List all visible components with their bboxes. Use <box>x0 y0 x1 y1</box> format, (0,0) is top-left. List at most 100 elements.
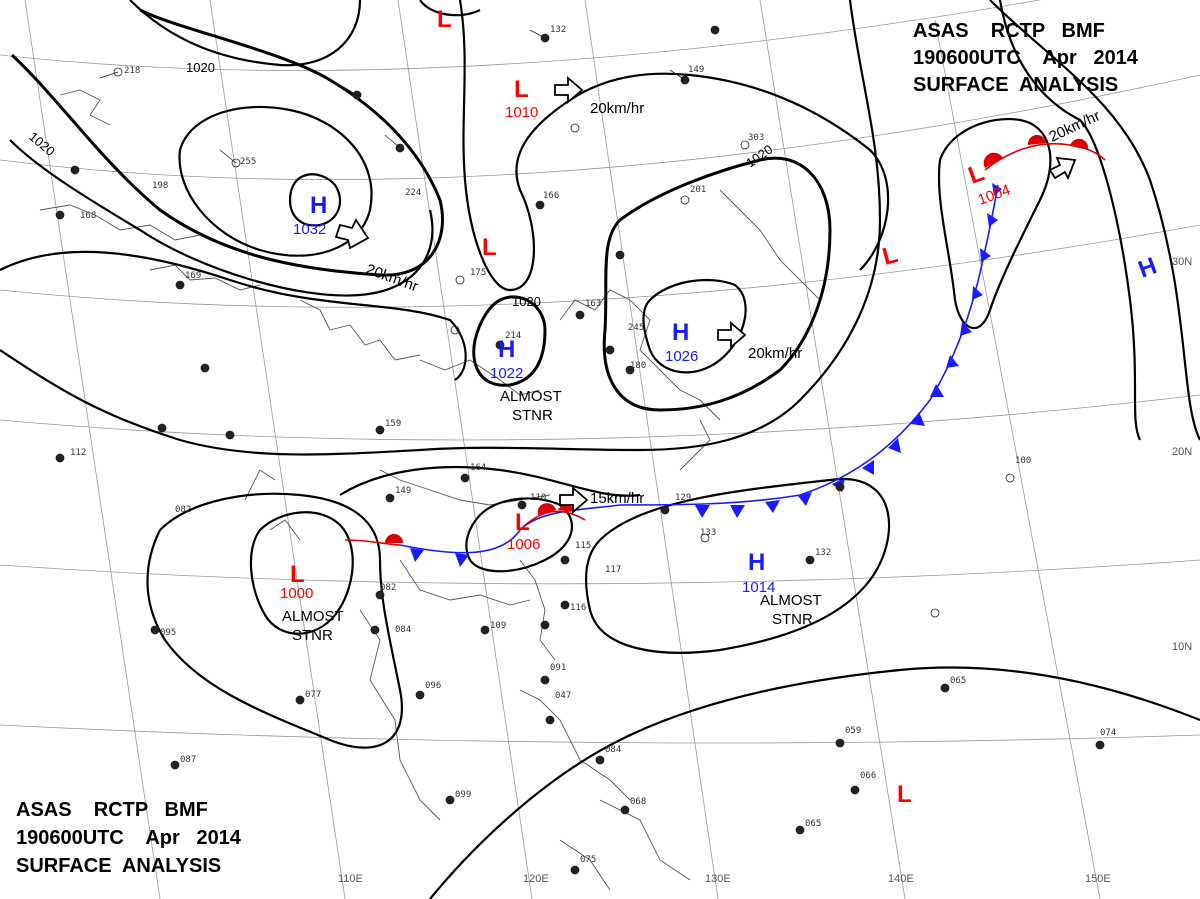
latitude-grid <box>0 0 1200 744</box>
svg-text:129: 129 <box>675 493 691 503</box>
stnr-label-1000-line2: STNR <box>292 627 333 644</box>
svg-text:068: 068 <box>630 797 646 807</box>
isobar-ring-1032-outer <box>178 105 373 257</box>
speed-label-1026: 20km/hr <box>748 345 802 362</box>
speed-label-1010: 20km/hr <box>590 100 644 117</box>
svg-text:096: 096 <box>425 681 441 691</box>
svg-text:084: 084 <box>605 745 621 755</box>
svg-text:180: 180 <box>630 361 646 371</box>
lon-label-130e: 130E <box>705 873 731 885</box>
speed-label-1004: 20km/hr <box>1047 107 1103 145</box>
lon-label-110e: 110E <box>338 873 363 885</box>
isobar-1026-inner <box>642 278 747 374</box>
isobar-far-right <box>989 0 1200 441</box>
pressure-centers: H 1032 H 1022 H 1026 H 1014 H L 1010 L 1… <box>280 6 1160 808</box>
isobar-center-band <box>339 465 641 497</box>
low-center-mid: L <box>482 234 497 261</box>
svg-text:065: 065 <box>805 819 821 829</box>
coastlines <box>39 89 821 891</box>
svg-text:091: 091 <box>550 663 566 673</box>
high-pressure-1026: 1026 <box>665 348 698 365</box>
svg-text:175: 175 <box>470 268 486 278</box>
svg-text:149: 149 <box>395 486 411 496</box>
svg-text:218: 218 <box>124 66 140 76</box>
high-pressure-1014: 1014 <box>742 579 775 596</box>
high-center-1022: H <box>498 336 515 363</box>
isobar-top-right <box>419 0 481 17</box>
warm-front <box>344 134 1106 546</box>
isobar-1000-ring-inner <box>249 511 354 635</box>
svg-text:075: 075 <box>580 855 596 865</box>
isobar-right-loop <box>998 0 1141 441</box>
speed-label-1006: 15km/hr <box>590 490 644 507</box>
svg-text:168: 168 <box>80 211 96 221</box>
low-center-1000: L <box>290 561 305 588</box>
stationary-labels: ALMOST STNR ALMOST STNR ALMOST STNR <box>282 388 822 644</box>
header-top-line2: 190600UTC Apr 2014 <box>913 47 1139 69</box>
lon-label-140e: 140E <box>888 873 914 885</box>
isobar-label: 1020 <box>26 129 58 159</box>
svg-text:214: 214 <box>505 331 521 341</box>
svg-text:047: 047 <box>555 691 571 701</box>
low-center-east: L <box>880 241 901 271</box>
svg-text:059: 059 <box>845 726 861 736</box>
svg-text:169: 169 <box>185 271 201 281</box>
low-center-north: L <box>437 6 452 33</box>
svg-text:164: 164 <box>470 463 486 473</box>
longitude-grid <box>24 0 1101 899</box>
isobar-mid-long <box>0 250 467 381</box>
high-center-1032: H <box>310 192 327 219</box>
svg-text:116: 116 <box>570 603 586 613</box>
low-center-southeast: L <box>897 781 912 808</box>
svg-text:100: 100 <box>1015 456 1031 466</box>
arrow-1010 <box>554 76 584 104</box>
header-bottom-line1: ASAS RCTP BMF <box>16 799 208 821</box>
svg-text:159: 159 <box>385 419 401 429</box>
low-pressure-1006: 1006 <box>507 536 540 553</box>
svg-text:112: 112 <box>70 448 86 458</box>
svg-text:095: 095 <box>160 628 176 638</box>
cold-front-pips <box>410 183 1002 567</box>
svg-text:082: 082 <box>175 505 191 515</box>
isobar-1022-ring <box>472 295 547 387</box>
svg-text:224: 224 <box>405 188 421 198</box>
lat-label-30n: 30N <box>1172 256 1192 268</box>
arrow-1032 <box>334 218 370 250</box>
svg-text:066: 066 <box>860 771 876 781</box>
header-top-line1: ASAS RCTP BMF <box>913 20 1105 42</box>
svg-text:109: 109 <box>490 621 506 631</box>
low-center-1006: L <box>515 509 530 536</box>
high-center-1014: H <box>748 549 765 576</box>
high-pressure-1022: 1022 <box>490 365 523 382</box>
low-center-1010: L <box>514 76 529 103</box>
svg-text:099: 099 <box>455 790 471 800</box>
svg-text:166: 166 <box>543 191 559 201</box>
svg-text:074: 074 <box>1100 728 1116 738</box>
isobar-label: 1020 <box>186 60 215 75</box>
header-bottom: ASAS RCTP BMF 190600UTC Apr 2014 SURFACE… <box>16 799 242 877</box>
svg-text:149: 149 <box>688 65 704 75</box>
isobar-label: 1020 <box>743 142 775 171</box>
svg-text:303: 303 <box>748 133 764 143</box>
svg-text:133: 133 <box>700 528 716 538</box>
isobar-1000-ring-outer <box>146 492 403 749</box>
svg-text:110: 110 <box>530 493 546 503</box>
isobar-south-arc <box>429 666 1200 899</box>
low-pressure-1010: 1010 <box>505 104 538 121</box>
arrow-1026 <box>717 321 747 349</box>
stnr-label-1000-line1: ALMOST <box>282 608 344 625</box>
svg-text:201: 201 <box>690 185 706 195</box>
svg-text:084: 084 <box>395 625 411 635</box>
stnr-label-1022-line2: STNR <box>512 407 553 424</box>
stnr-label-1014-line2: STNR <box>772 611 813 628</box>
high-center-east: H <box>1135 252 1161 283</box>
svg-text:198: 198 <box>152 181 168 191</box>
isobar-label: 1020 <box>512 294 541 309</box>
header-bottom-line3: SURFACE ANALYSIS <box>16 855 221 877</box>
stnr-label-1022-line1: ALMOST <box>500 388 562 405</box>
isobar-1004-ring <box>937 118 1052 330</box>
isobar-north-arc <box>129 0 362 67</box>
isobar-right-long <box>0 0 882 456</box>
